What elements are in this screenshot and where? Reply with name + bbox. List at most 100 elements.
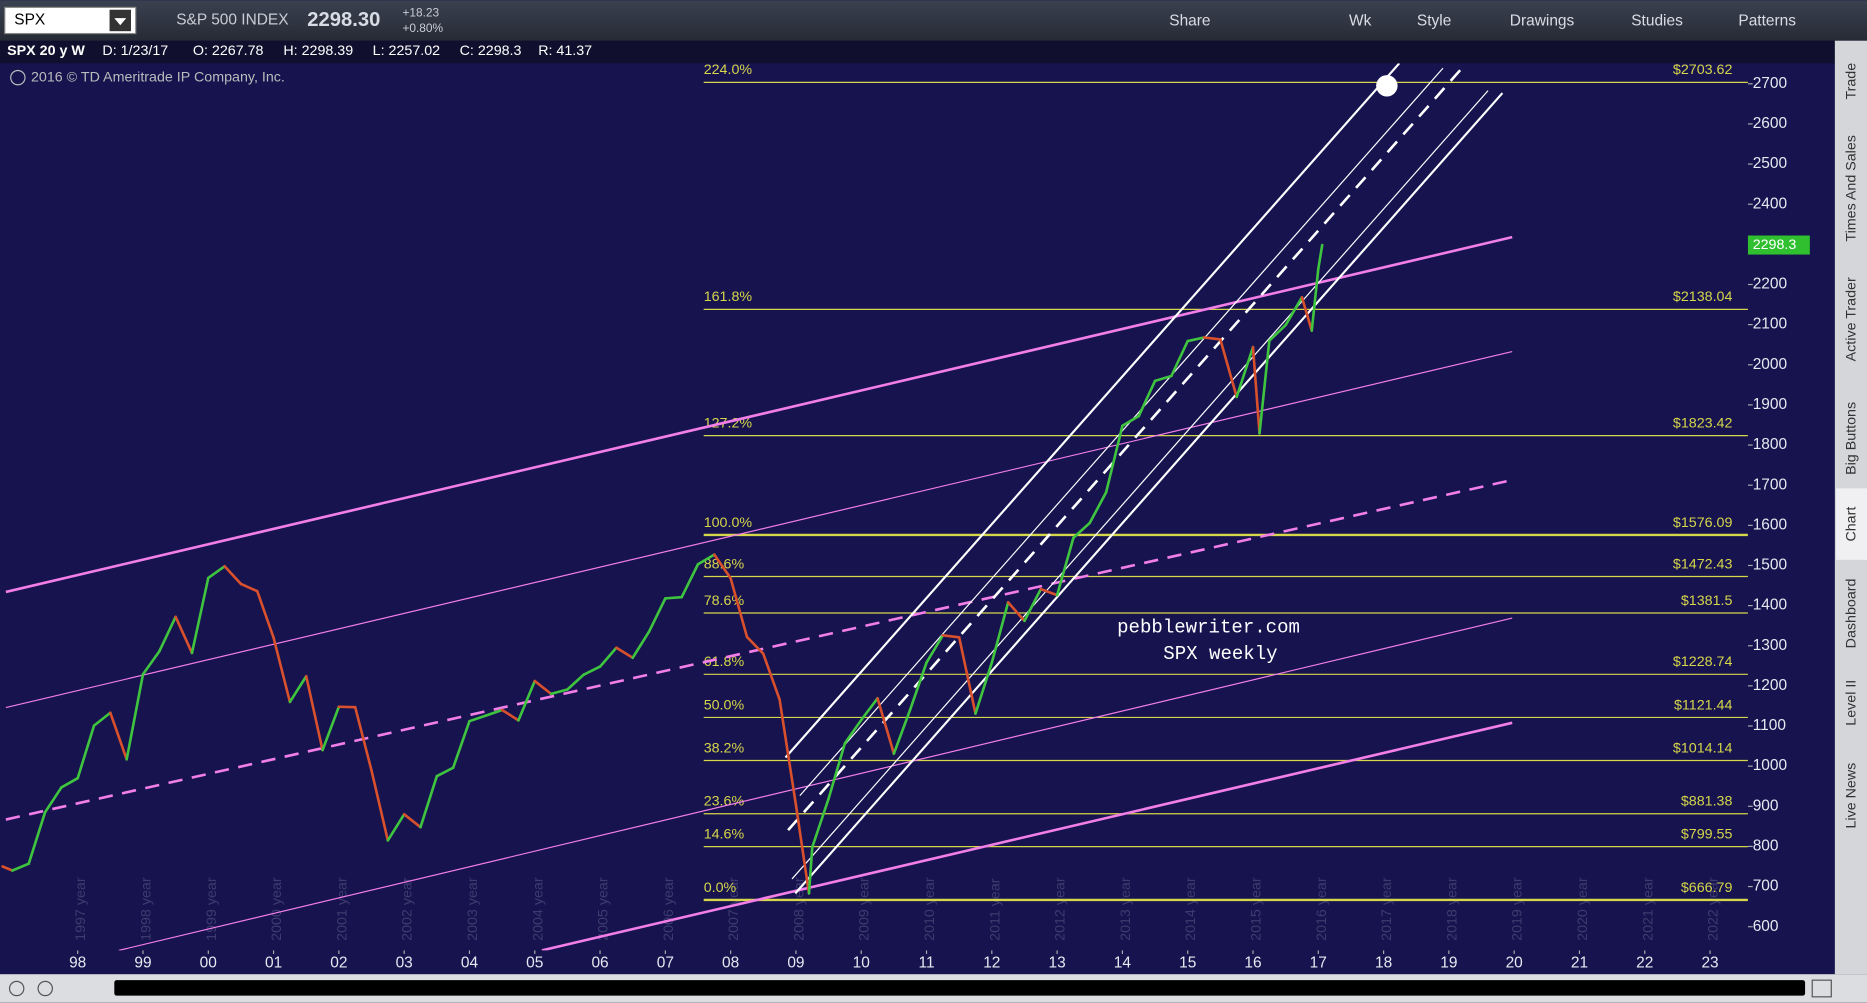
period-label: 1997 year (73, 877, 89, 941)
fib-percent: 50.0% (704, 697, 745, 713)
price-down (533, 679, 553, 696)
period-label: 2020 year (1575, 877, 1591, 941)
x-tick-label: 12 (983, 955, 1000, 972)
period-label: 2010 year (922, 877, 938, 941)
period-label: 2008 year (791, 877, 807, 941)
x-tick-label: 08 (722, 955, 739, 972)
x-tick-label: 03 (396, 955, 413, 972)
y-tick-label: 700 (1753, 878, 1779, 895)
x-tick-label: 11 (918, 955, 934, 972)
price-down (223, 564, 243, 586)
fib-percent: 14.6% (704, 826, 745, 842)
expand-button[interactable] (1811, 979, 1832, 998)
dropdown-arrow (114, 18, 127, 26)
period-label: 2015 year (1248, 877, 1264, 941)
price-up (1055, 536, 1075, 597)
period-label: 2007 year (726, 877, 742, 941)
side-tab[interactable]: Active Trader (1843, 277, 1859, 361)
scrollbar[interactable] (114, 980, 1806, 996)
y-tick-label: 2600 (1753, 115, 1787, 132)
y-tick-label: 2500 (1753, 155, 1787, 172)
side-tab[interactable]: Dashboard (1843, 578, 1859, 648)
side-tabs: Trade Times And Sales Active Trader Big But… (1836, 63, 1867, 829)
y-tick-label: 1900 (1753, 396, 1787, 413)
side-tab[interactable]: Level II (1843, 680, 1859, 726)
price-down (402, 813, 422, 829)
x-tick-label: 02 (330, 955, 347, 972)
fib-price: $1823.42 (1673, 416, 1733, 432)
active-tab[interactable] (1836, 488, 1867, 560)
y-tick-label: 1600 (1753, 516, 1787, 533)
x-tick-label: 01 (265, 955, 282, 972)
y-tick-label: 1100 (1753, 717, 1786, 734)
price-down (1, 865, 14, 872)
chart: 1997 year 1998 year 1999 year 2000 year 2001… (1, 63, 1810, 972)
price-up (1088, 491, 1108, 525)
zoom-in[interactable] (37, 980, 53, 997)
y-tick-label: 600 (1753, 918, 1779, 935)
price-up (598, 646, 618, 668)
period-label: 2013 year (1118, 877, 1134, 941)
price-up (190, 576, 210, 655)
period-label: 2004 year (530, 877, 546, 941)
x-tick-label: 18 (1375, 955, 1392, 972)
period-label: 2019 year (1510, 877, 1526, 941)
study-title: SPX 20 y W (7, 43, 85, 59)
info-icon[interactable] (10, 69, 26, 86)
side-tab[interactable]: Trade (1843, 63, 1859, 100)
toolbar-button[interactable]: Drawings (1510, 13, 1575, 30)
toolbar-button[interactable]: Style (1417, 13, 1451, 30)
period-label: 2002 year (400, 877, 416, 941)
side-tab[interactable]: Times And Sales (1843, 135, 1859, 242)
toolbar-button[interactable]: Share (1169, 13, 1210, 30)
x-tick-label: 19 (1440, 955, 1457, 972)
symbol: SPX (14, 12, 45, 29)
price-up (582, 665, 602, 676)
price-up (549, 688, 569, 696)
price-up (451, 719, 471, 770)
toolbar-button[interactable]: Patterns (1738, 13, 1796, 30)
info-high: H: 2298.39 (283, 43, 353, 59)
price-up (206, 564, 226, 580)
x-tick-label: 09 (787, 955, 804, 972)
period-label: 2001 year (334, 877, 350, 941)
fib-price: $1014.14 (1673, 740, 1733, 756)
x-tick-label: 21 (1571, 955, 1588, 972)
price-down (1039, 587, 1059, 597)
fib-price: $1472.43 (1673, 556, 1733, 572)
price-down (761, 652, 781, 701)
price-down (174, 615, 194, 655)
side-tab[interactable]: Live News (1843, 763, 1859, 829)
price-up (517, 679, 537, 722)
price-down (1006, 601, 1026, 623)
fib-price: $2138.04 (1673, 289, 1733, 305)
trendline (794, 92, 1504, 895)
price-down (239, 582, 259, 593)
fib-price: $881.38 (1681, 794, 1733, 810)
side-tab[interactable]: Big Buttons (1843, 402, 1859, 475)
last-price: 2298.30 (307, 9, 380, 31)
last-price-label: 2298.3 (1753, 237, 1797, 253)
side-tab[interactable]: Chart (1843, 507, 1859, 542)
toolbar-button[interactable]: Wk (1349, 13, 1372, 30)
x-tick-label: 99 (134, 955, 151, 972)
zoom-out[interactable] (8, 980, 25, 997)
price-up (827, 741, 847, 800)
toolbar-button[interactable]: Studies (1631, 13, 1683, 30)
price-up (60, 776, 80, 789)
price-up (125, 672, 145, 761)
y-tick-label: 1800 (1753, 436, 1787, 453)
x-tick-label: 16 (1244, 955, 1261, 972)
period-label: 2022 year (1706, 877, 1722, 941)
price-up (1186, 336, 1206, 343)
price-down (1300, 296, 1314, 332)
x-tick-label: 00 (200, 955, 217, 972)
trendline (784, 63, 1401, 759)
price-up (1170, 339, 1190, 378)
fib-percent: 161.8% (704, 289, 753, 305)
price-up (843, 718, 863, 745)
trendline (787, 67, 1463, 832)
price-down (1251, 345, 1261, 435)
